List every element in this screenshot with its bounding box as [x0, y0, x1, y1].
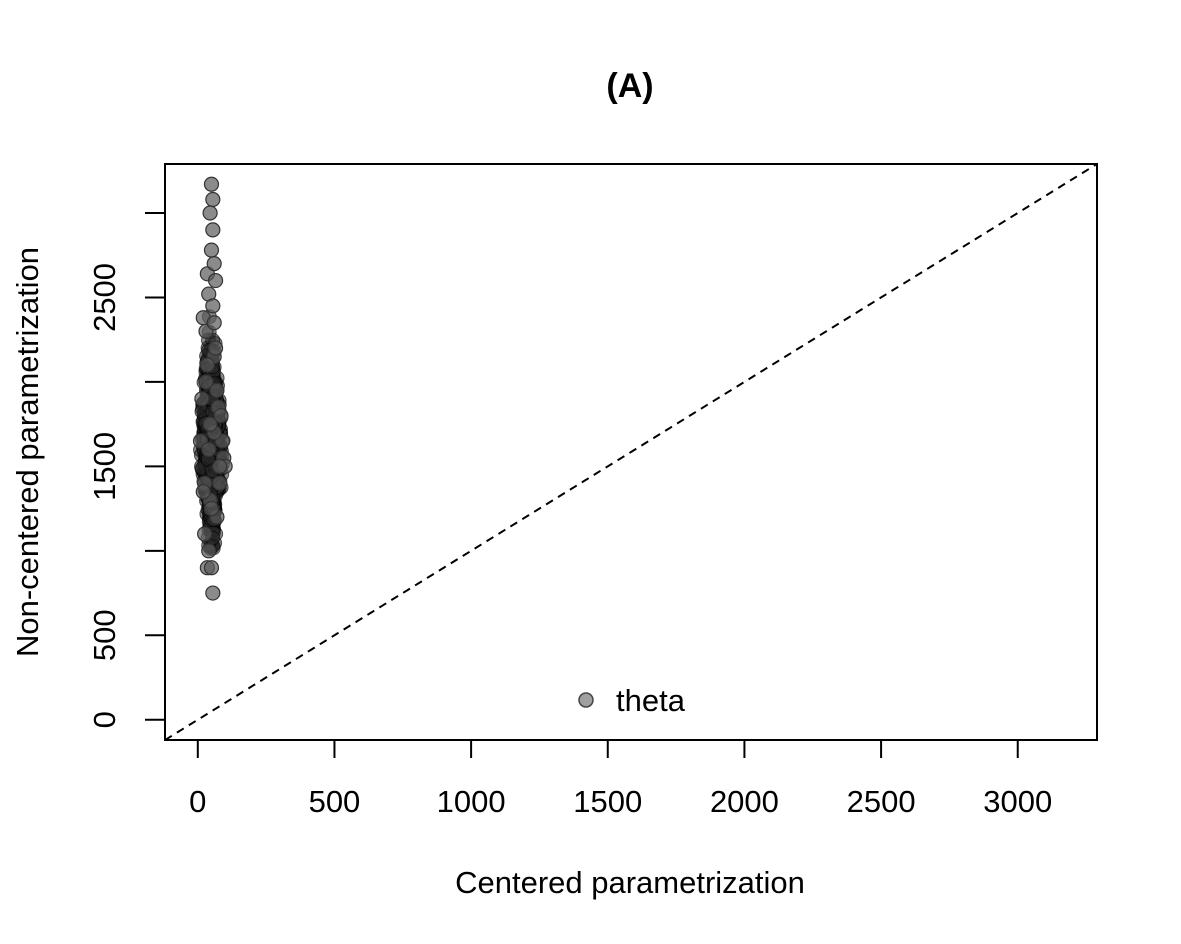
x-tick-label: 3000 — [983, 784, 1052, 819]
x-tick-label: 1000 — [437, 784, 506, 819]
data-point — [209, 382, 225, 398]
legend-marker-theta — [578, 692, 594, 708]
y-tick-label: 2500 — [87, 263, 122, 332]
data-point — [213, 408, 229, 424]
x-tick-label: 1500 — [573, 784, 642, 819]
y-tick-label: 1500 — [87, 432, 122, 501]
data-point — [203, 242, 220, 258]
data-point — [207, 272, 224, 289]
x-axis: 0 500 1000 1500 2000 2500 3000 — [189, 739, 1052, 819]
data-point — [203, 500, 220, 517]
data-point — [206, 315, 222, 331]
data-point — [205, 191, 221, 208]
data-point — [194, 391, 210, 407]
data-point — [198, 374, 214, 390]
chart-title: (A) — [606, 67, 653, 105]
y-tick-label: 0 — [87, 711, 122, 728]
y-axis-label: Non-centered parametrization — [10, 247, 45, 657]
x-tick-label: 2000 — [710, 784, 779, 819]
y-axis: 0 500 1500 2500 — [87, 211, 166, 728]
data-point — [195, 484, 211, 500]
data-point — [201, 441, 217, 458]
plot-area — [165, 164, 1097, 740]
data-points — [192, 176, 233, 601]
data-point — [202, 205, 218, 221]
legend-label-theta: theta — [616, 683, 686, 718]
data-point — [197, 526, 213, 542]
data-point — [205, 585, 221, 601]
data-point — [207, 340, 224, 356]
x-tick-label: 2500 — [847, 784, 916, 819]
data-point — [203, 560, 220, 576]
data-point — [212, 475, 228, 491]
data-point — [202, 416, 218, 432]
legend: theta — [578, 683, 686, 718]
identity-reference-line — [165, 164, 1097, 740]
x-tick-label: 0 — [189, 784, 206, 819]
x-tick-label: 500 — [309, 784, 361, 819]
x-axis-label: Centered parametrization — [455, 865, 805, 900]
data-point — [205, 298, 221, 314]
data-point — [212, 458, 228, 474]
y-tick-label: 500 — [87, 609, 122, 661]
data-point — [206, 256, 222, 272]
data-point — [205, 222, 221, 238]
data-point — [201, 543, 217, 559]
data-point — [203, 176, 220, 192]
data-point — [199, 357, 215, 373]
